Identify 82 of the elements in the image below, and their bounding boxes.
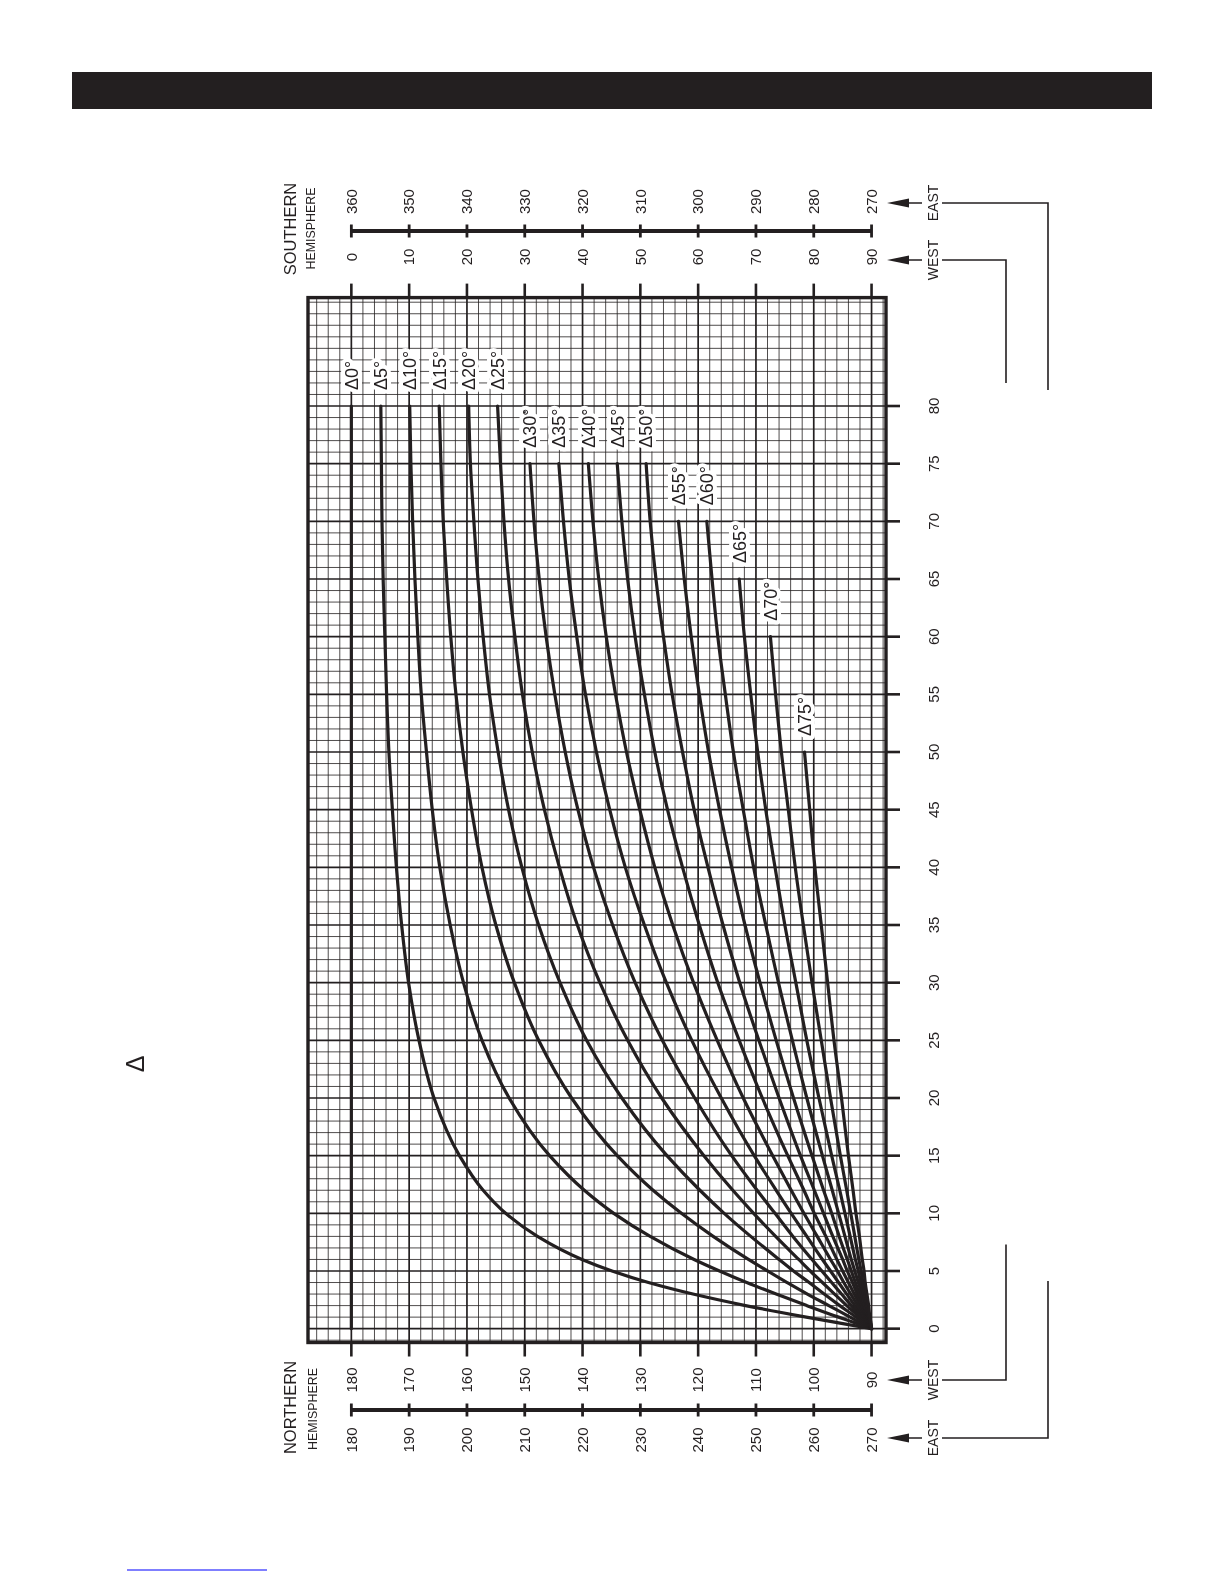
text: 330	[516, 189, 533, 215]
y-tick-label: 0	[925, 1324, 943, 1333]
x2-tick-label: 90	[862, 248, 880, 266]
text: Δ60°	[697, 466, 718, 506]
y-tick-label: 65	[925, 570, 943, 588]
y-tick-label: 75	[925, 455, 943, 473]
text: Δ25°	[487, 350, 508, 391]
text: 310	[631, 189, 649, 215]
text: Δ0°	[341, 360, 362, 391]
text: 270	[862, 189, 880, 215]
y-tick-label: 50	[925, 743, 943, 761]
text: 300	[689, 189, 707, 215]
x-tick-label: 180	[342, 1367, 360, 1393]
x2-tick-label: 10	[400, 248, 418, 266]
text: 360	[342, 189, 360, 215]
text: 280	[805, 189, 822, 215]
x2-tick-label: 70	[747, 248, 765, 266]
text: Δ75°	[794, 696, 815, 736]
x2-tick-label: 50	[631, 248, 649, 266]
text: EAST	[924, 184, 941, 222]
text: Δ5°	[371, 360, 392, 391]
text: SOUTHERN	[280, 182, 299, 276]
y-tick-label: 70	[925, 513, 943, 530]
text: Δ45°	[607, 408, 628, 448]
text: 350	[400, 189, 418, 215]
text: 340	[458, 189, 476, 215]
x-tick-label: 100	[805, 1367, 822, 1393]
text: Δ15°	[429, 350, 450, 391]
text: Δ20°	[458, 350, 479, 391]
text: WEST	[924, 1359, 941, 1401]
x2-tick-label: 60	[689, 248, 707, 266]
x-tick-label: 90	[862, 1371, 880, 1389]
y-tick-label: 15	[925, 1147, 943, 1165]
text: 290	[747, 189, 765, 215]
text: Δ70°	[760, 581, 781, 621]
x-tick-label: 160	[458, 1367, 476, 1393]
x-tick-label: 150	[516, 1367, 533, 1393]
x2-tick-label: 40	[573, 248, 591, 266]
y-tick-label: 25	[925, 1031, 943, 1049]
text: HEMISPHERE	[304, 187, 319, 270]
text: NORTHERN	[281, 1360, 300, 1455]
y-tick-label: 20	[925, 1089, 943, 1107]
y-tick-label: 30	[925, 974, 943, 992]
text: 220	[573, 1427, 591, 1453]
text: EAST	[924, 1419, 941, 1457]
text: 240	[689, 1427, 707, 1453]
text: Δ65°	[729, 523, 750, 564]
x2-tick-label: 30	[516, 248, 533, 266]
x2-tick-label: 0	[342, 252, 360, 262]
x-tick-label: 130	[631, 1367, 649, 1393]
text: Δ35°	[549, 408, 570, 448]
x2-tick-label: 80	[805, 248, 822, 266]
y-tick-label: 5	[925, 1266, 943, 1276]
text: 190	[400, 1427, 418, 1453]
text: 210	[516, 1427, 533, 1453]
y-tick-label: 35	[925, 916, 943, 934]
text: 200	[458, 1427, 476, 1453]
x-tick-label: 110	[747, 1368, 765, 1392]
text: Δ50°	[636, 408, 657, 448]
text: Δ30°	[520, 408, 541, 448]
text: Δ	[120, 1055, 149, 1073]
y-tick-label: 60	[925, 628, 943, 646]
text: HEMISPHERE	[305, 1368, 320, 1450]
y-tick-label: 40	[925, 858, 943, 876]
x-tick-label: 170	[400, 1367, 418, 1393]
text: 270	[862, 1427, 880, 1453]
y-tick-label: 45	[925, 801, 943, 819]
y-tick-label: 10	[925, 1204, 943, 1222]
text: 250	[747, 1427, 765, 1453]
text: Δ10°	[400, 350, 421, 391]
text: 320	[573, 189, 591, 215]
x2-tick-label: 20	[458, 248, 476, 266]
text: Δ40°	[578, 408, 599, 448]
y-tick-label: 80	[925, 397, 943, 415]
text: WEST	[924, 239, 941, 281]
x-tick-label: 120	[689, 1367, 707, 1393]
text: 260	[805, 1427, 822, 1453]
text: Δ55°	[668, 466, 689, 506]
text: 180	[342, 1427, 360, 1453]
text: 230	[631, 1427, 649, 1453]
x-tick-label: 140	[573, 1367, 591, 1393]
y-tick-label: 55	[925, 686, 943, 703]
